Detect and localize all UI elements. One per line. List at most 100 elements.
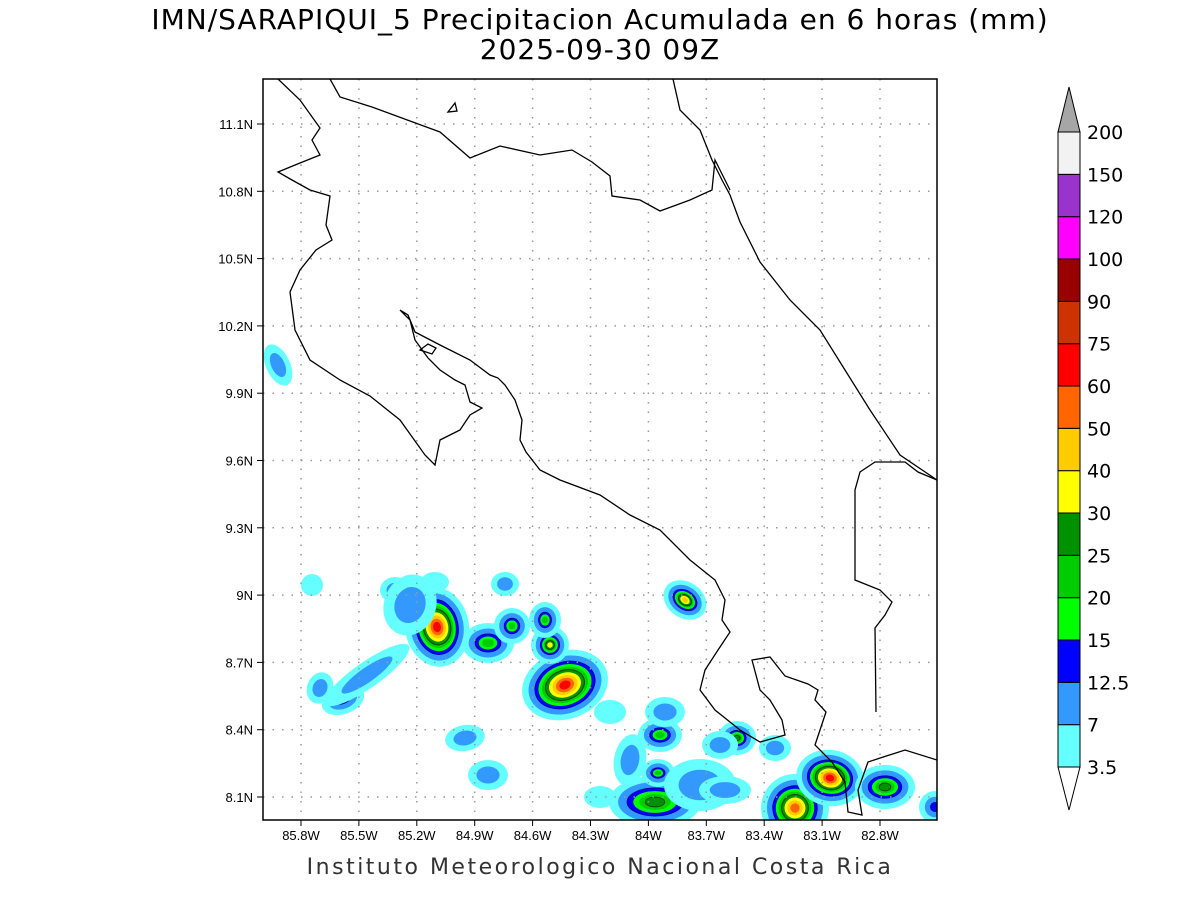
colorbar-swatch	[1057, 343, 1081, 387]
lon-tick-label: 84.9W	[456, 828, 494, 843]
colorbar-swatch	[1057, 300, 1081, 345]
precip-cell	[796, 749, 864, 807]
precip-cell	[855, 765, 915, 809]
footer-credit: Instituto Meteorologico Nacional Costa R…	[306, 855, 894, 880]
nicoya-island	[418, 343, 437, 355]
lon-tick-label: 85.2W	[398, 828, 436, 843]
precip-contour-60	[433, 621, 441, 633]
colorbar-label: 50	[1087, 418, 1111, 440]
precip-contour-25	[878, 782, 892, 792]
colorbar-label: 100	[1087, 249, 1123, 271]
precip-contour-60	[559, 680, 571, 690]
colorbar-swatch	[1057, 512, 1081, 556]
precip-contour-7	[453, 730, 477, 746]
precip-cell	[584, 786, 616, 808]
precip-contour-7	[709, 737, 731, 753]
lat-tick-label: 9.6N	[226, 454, 253, 469]
map-subtitle-datetime: 2025-09-30 09Z	[479, 33, 721, 66]
map-title: IMN/SARAPIQUI_5 Precipitacion Acumulada …	[151, 3, 1049, 36]
lon-tick-label: 84W	[635, 828, 662, 843]
colorbar-label: 40	[1087, 461, 1111, 483]
precip-contour-7	[709, 782, 741, 798]
colorbar-label: 15	[1087, 630, 1111, 652]
colorbar-label: 150	[1087, 164, 1123, 186]
colorbar-swatch	[1057, 216, 1081, 260]
precip-contour-7	[476, 766, 500, 784]
precip-contour-20	[654, 770, 662, 776]
lat-tick-label: 8.4N	[226, 723, 253, 738]
precip-contour-7	[394, 586, 426, 624]
lat-tick-label: 8.7N	[226, 655, 253, 670]
precip-contour-50	[790, 803, 800, 813]
lon-tick-label: 85.8W	[282, 828, 320, 843]
lon-tick-label: 85.5W	[340, 828, 378, 843]
precip-cell	[421, 572, 449, 592]
precip-contour-7	[620, 744, 640, 776]
precip-cell	[445, 724, 485, 752]
precip-contour-7	[312, 679, 328, 697]
precip-contour-20	[655, 731, 665, 739]
precip-contour-12.5	[930, 802, 937, 812]
colorbar-swatch	[1057, 385, 1081, 429]
precip-contour-20	[482, 639, 494, 647]
lat-tick-label: 10.5N	[218, 252, 253, 267]
colorbar-swatch	[1057, 427, 1081, 472]
colorbar-label: 30	[1087, 503, 1111, 525]
lon-tick-label: 82.8W	[861, 828, 899, 843]
precip-cell	[468, 760, 508, 790]
colorbar-swatch	[1057, 470, 1081, 514]
colorbar-swatch	[1057, 258, 1081, 302]
lon-tick-label: 84.3W	[572, 828, 610, 843]
colorbar-swatch	[1057, 173, 1081, 218]
colorbar-label: 20	[1087, 588, 1111, 610]
colorbar-swatch	[1057, 639, 1081, 683]
precip-contour-25	[644, 796, 666, 808]
map-frame	[262, 78, 938, 821]
colorbar-swatch	[1057, 554, 1081, 599]
lat-tick-label: 10.2N	[218, 319, 253, 334]
precipitation-field	[263, 344, 937, 820]
colorbar-label: 3.5	[1087, 757, 1117, 779]
precip-cell	[324, 643, 410, 707]
colorbar-label: 200	[1087, 122, 1123, 144]
precip-contour-7	[269, 353, 287, 377]
colorbar-label: 60	[1087, 376, 1111, 398]
lat-tick-label: 9.9N	[226, 386, 253, 401]
precip-contour-20	[542, 616, 548, 624]
precip-contour-3.5	[594, 700, 626, 724]
latitude-labels: 11.1N 10.8N 10.5N 10.2N 9.9N 9.6N 9.3N 9N 8.7N 8.…	[218, 117, 253, 805]
precip-cell	[638, 718, 682, 752]
colorbar-swatch	[1057, 724, 1081, 768]
colorbar-swatch	[1057, 681, 1081, 726]
precip-cell	[301, 574, 323, 596]
precip-cell	[306, 672, 334, 704]
lon-tick-label: 83.4W	[745, 828, 783, 843]
precip-cell	[522, 649, 608, 721]
precip-cell	[699, 776, 751, 804]
colorbar-label: 90	[1087, 291, 1111, 313]
precip-cell	[919, 791, 937, 820]
precip-cell	[529, 602, 561, 638]
colorbar-under-arrow	[1057, 766, 1081, 811]
colorbar-legend: 3.5 7 12.5 15 20 25 30 40 50 60 75 90 100 120 150 200	[1057, 86, 1129, 811]
precip-contour-7	[497, 577, 513, 591]
colorbar-label: 7	[1087, 715, 1099, 737]
colorbar-label: 12.5	[1087, 672, 1129, 694]
precip-cell	[613, 734, 647, 786]
precip-cell	[645, 697, 685, 727]
colorbar-swatch	[1057, 597, 1081, 641]
caribbean-coastline	[672, 79, 937, 481]
precip-cell	[594, 700, 626, 724]
precip-cell	[702, 731, 738, 759]
precip-contour-7	[765, 740, 785, 756]
lat-tick-label: 9.3N	[226, 521, 253, 536]
precip-contour-3.5	[421, 572, 449, 592]
lon-tick-label: 84.6W	[514, 828, 552, 843]
precip-contour-3.5	[584, 786, 616, 808]
precip-contour-20	[508, 622, 516, 630]
colorbar-label: 25	[1087, 545, 1111, 567]
lat-tick-label: 10.8N	[218, 184, 253, 199]
nicaragua-shoreline	[329, 79, 731, 212]
